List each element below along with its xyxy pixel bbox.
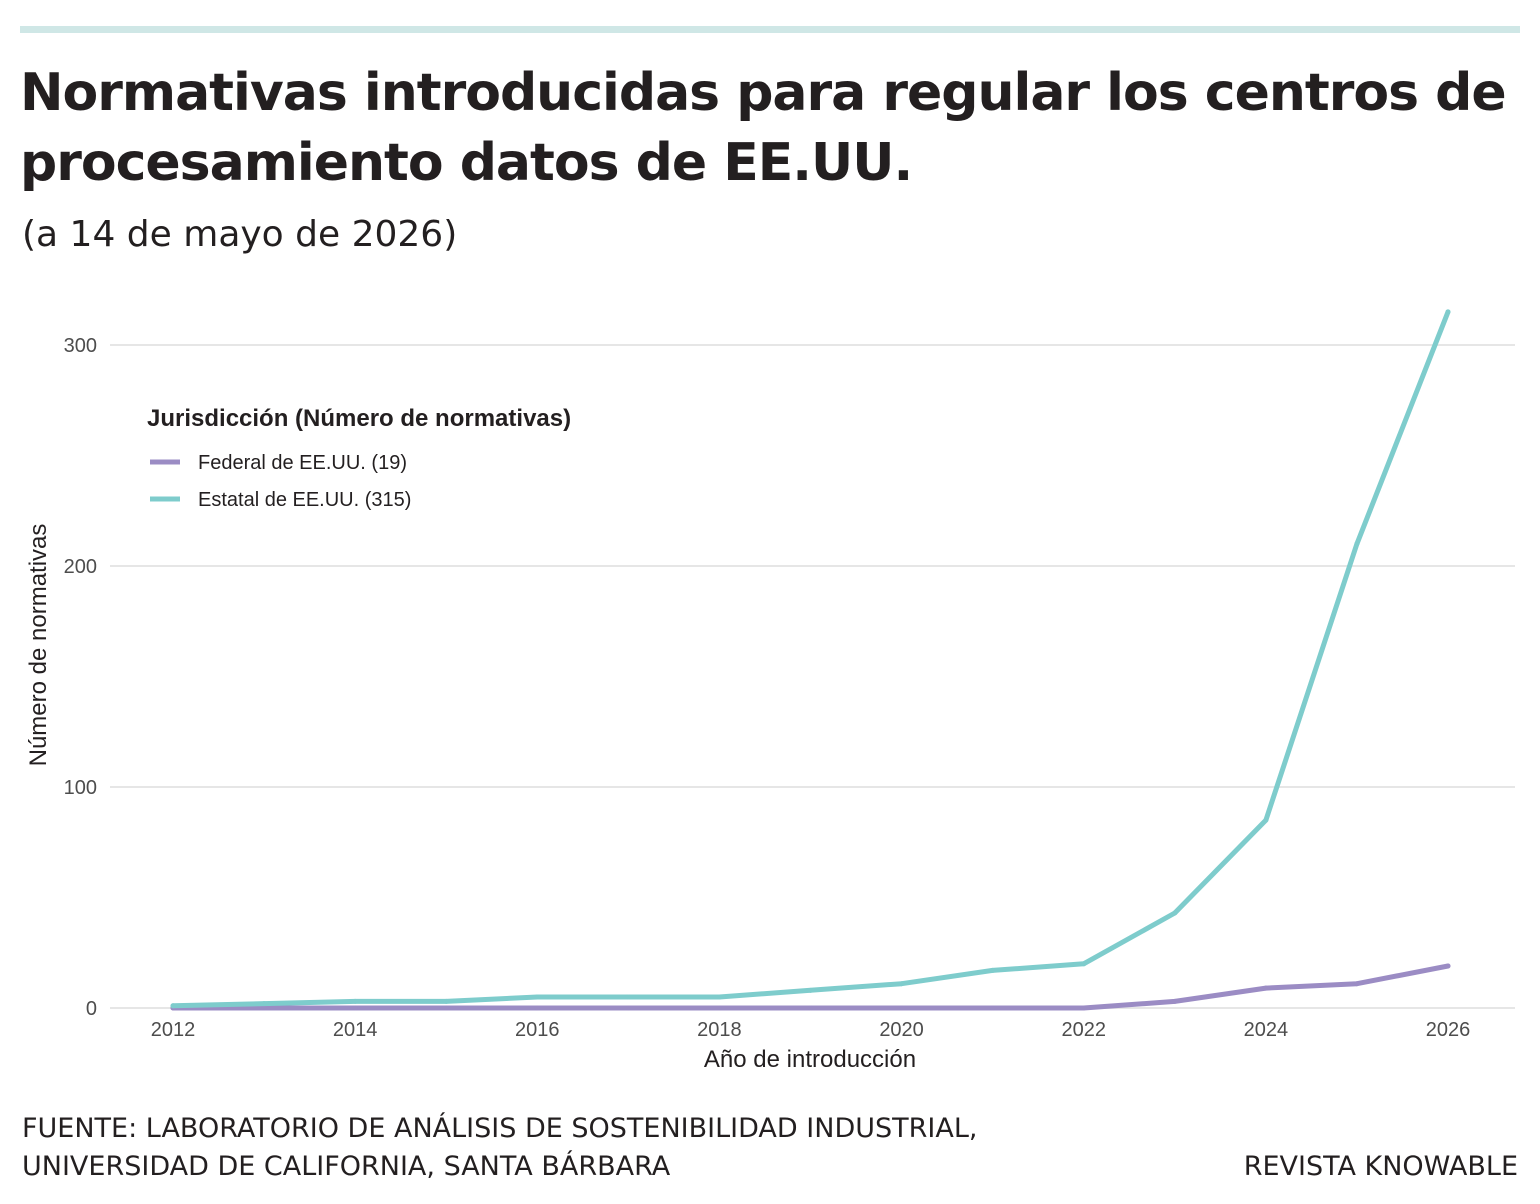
data-point (534, 1005, 540, 1011)
x-tick-label: 2014 (333, 1019, 378, 1041)
data-point (990, 967, 996, 973)
y-tick-labels: 0 100 200 300 (64, 335, 97, 1020)
x-tick-label: 2022 (1061, 1019, 1106, 1041)
x-tick-label: 2020 (879, 1019, 924, 1041)
data-point (352, 1005, 358, 1011)
data-point (261, 1005, 267, 1011)
y-tick-label: 0 (86, 998, 97, 1020)
chart-subtitle: (a 14 de mayo de 2026) (22, 214, 458, 255)
data-point (808, 987, 813, 993)
data-point (1445, 963, 1451, 969)
x-tick-label: 2016 (515, 1019, 560, 1041)
data-point (443, 998, 449, 1004)
series-lines (170, 309, 1451, 1011)
x-axis-label: Año de introducción (704, 1046, 916, 1073)
x-tick-label: 2012 (151, 1019, 196, 1041)
data-point (1354, 981, 1360, 987)
data-point (1263, 985, 1269, 991)
data-point (1445, 309, 1451, 315)
x-tick-labels: 2012 2014 2016 2018 2020 2022 2024 2026 (151, 1019, 1471, 1041)
y-tick-label: 100 (64, 777, 97, 799)
legend-item-label: Estatal de EE.UU. (315) (198, 489, 411, 511)
x-tick-label: 2018 (697, 1019, 742, 1041)
data-point (990, 1005, 996, 1011)
data-point (1081, 1005, 1087, 1011)
data-point (716, 994, 722, 1000)
x-tick-label: 2026 (1426, 1019, 1471, 1041)
source-line-2: UNIVERSIDAD DE CALIFORNIA, SANTA BÁRBARA (22, 1151, 671, 1182)
data-point (1081, 961, 1087, 967)
top-rule (20, 26, 1520, 33)
data-point (1263, 817, 1269, 823)
legend: Jurisdicción (Número de normativas) Fede… (147, 405, 571, 511)
source-line-1: FUENTE: LABORATORIO DE ANÁLISIS DE SOSTE… (22, 1113, 978, 1144)
data-point (1172, 998, 1178, 1004)
data-point (170, 1003, 176, 1009)
data-point (899, 981, 905, 987)
x-tick-label: 2024 (1244, 1019, 1289, 1041)
data-point (625, 994, 631, 1000)
grid-lines (110, 344, 1515, 1009)
legend-items: Federal de EE.UU. (19) Estatal de EE.UU. … (150, 452, 411, 511)
brand-label: REVISTA KNOWABLE (1243, 1151, 1518, 1182)
y-axis-label: Número de normativas (25, 524, 52, 767)
data-point (716, 1005, 722, 1011)
source-note: FUENTE: LABORATORIO DE ANÁLISIS DE SOSTE… (22, 1110, 977, 1186)
data-point (808, 1005, 813, 1011)
data-point (1172, 910, 1178, 916)
y-tick-label: 300 (64, 335, 97, 357)
y-tick-label: 200 (64, 556, 97, 578)
data-point (1354, 541, 1360, 547)
legend-title: Jurisdicción (Número de normativas) (147, 405, 571, 432)
data-point (352, 998, 358, 1004)
data-point (899, 1005, 905, 1011)
data-point (534, 994, 540, 1000)
data-point (443, 1005, 449, 1011)
legend-item-label: Federal de EE.UU. (19) (198, 452, 407, 474)
data-point (261, 1001, 267, 1007)
data-point (625, 1005, 631, 1011)
chart-title: Normativas introducidas para regular los… (20, 63, 1507, 193)
